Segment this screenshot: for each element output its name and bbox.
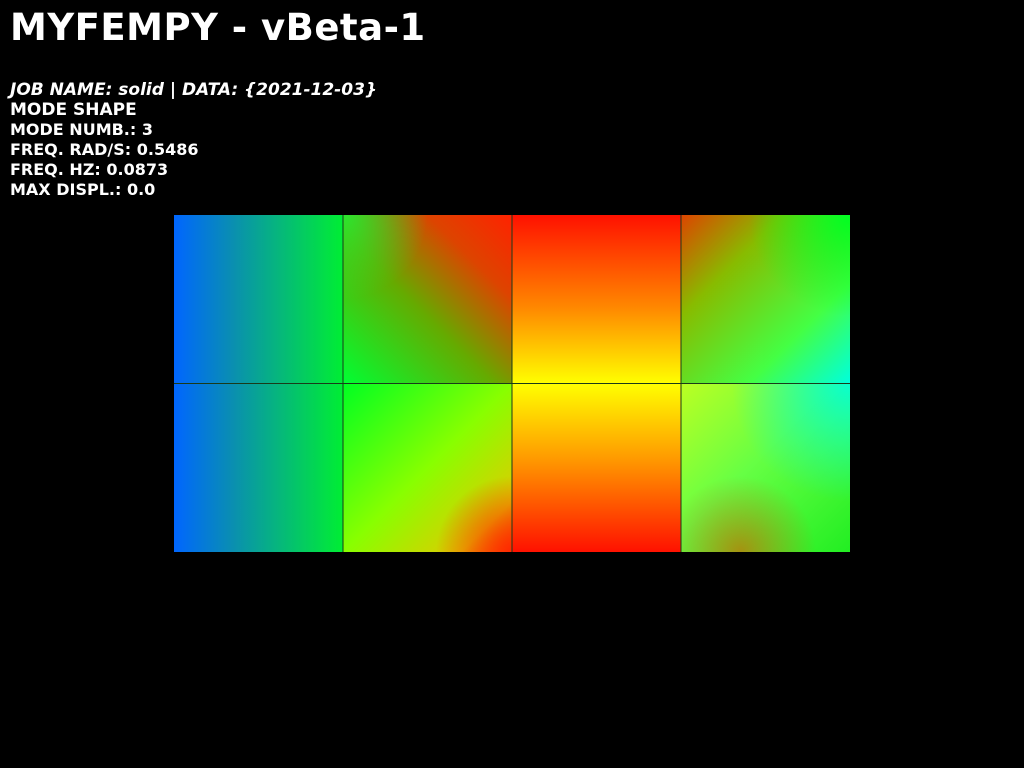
freq-rad-label: FREQ. RAD/S: 0.5486 xyxy=(10,140,199,159)
mode-number-label: MODE NUMB.: 3 xyxy=(10,120,153,139)
job-name-label: JOB NAME: solid | DATA: {2021-12-03} xyxy=(10,80,378,100)
mesh-element-2-4-overlay-b xyxy=(681,383,850,552)
freq-hz-label: FREQ. HZ: 0.0873 xyxy=(10,160,169,179)
mesh-element-1-4-overlay xyxy=(681,215,850,384)
result-info-panel: JOB NAME: solid | DATA: {2021-12-03} MOD… xyxy=(10,80,377,200)
app-title: MYFEMPY - vBeta-1 xyxy=(10,6,426,49)
mesh-grid-lines xyxy=(174,215,850,552)
mesh-element-2-3 xyxy=(512,383,681,552)
max-displ-label: MAX DISPL.: 0.0 xyxy=(10,180,156,199)
mesh-element-2-2-overlay xyxy=(343,383,512,552)
result-type-label: MODE SHAPE xyxy=(10,100,137,120)
fem-mesh-canvas[interactable] xyxy=(174,215,850,552)
mesh-element-1-2-overlay xyxy=(343,215,512,384)
mesh-element-1-3 xyxy=(512,215,681,384)
fem-mesh-plot[interactable] xyxy=(174,215,850,552)
